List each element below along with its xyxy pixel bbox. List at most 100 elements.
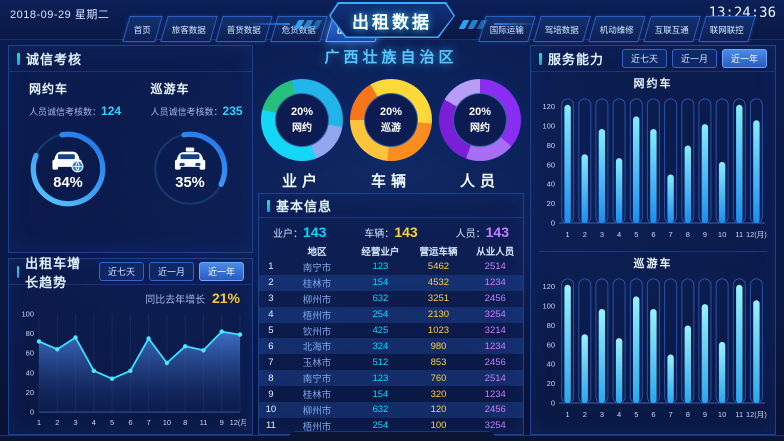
range-last-month[interactable]: 近一月	[671, 49, 717, 68]
range-last-month[interactable]: 近一月	[148, 262, 194, 281]
svg-text:5: 5	[110, 418, 114, 427]
tab-vehicle-maintenance[interactable]: 机动维修	[588, 16, 646, 42]
svg-text:9: 9	[703, 230, 707, 239]
svg-text:11: 11	[735, 410, 743, 419]
cell-staff: 1234	[484, 277, 506, 289]
service-capability-panel: 服务能力 近七天 近一月 近一年 网约车 0 20 40 60 80 100 120 1 2 3 4 5 6…	[530, 45, 776, 435]
cell-city: 梧州市	[302, 421, 332, 433]
gauge-percent-label: 35%	[175, 175, 204, 191]
svg-text:80: 80	[547, 321, 555, 330]
data-point	[128, 368, 133, 373]
cell-staff: 2456	[484, 404, 506, 416]
page-title: 出租数据	[352, 12, 432, 32]
cell-staff: 2456	[484, 356, 506, 368]
panel-accent-bar	[539, 52, 542, 65]
panel-accent-bar	[267, 199, 270, 212]
data-point	[91, 368, 97, 373]
cell-vehicles: 853	[430, 356, 447, 368]
header-deco-line-right	[494, 23, 536, 25]
tab-label: 驾培数据	[544, 25, 579, 35]
integrity-metric: 人员诚信考核数：235	[151, 104, 253, 118]
svg-text:60: 60	[547, 160, 555, 169]
integrity-group-cruising-taxi: 巡游车 人员诚信考核数：235 35%	[131, 72, 253, 210]
bar-track	[595, 278, 609, 404]
svg-text:60: 60	[547, 340, 555, 349]
gauge-percent-label: 84%	[53, 175, 82, 191]
tab-home[interactable]: 首页	[122, 16, 163, 42]
bar-track	[595, 98, 609, 224]
growth-panel-title: 出租车增长趋势	[25, 255, 82, 290]
tab-passenger-data[interactable]: 旅客数据	[160, 16, 218, 42]
svg-text:120: 120	[542, 102, 555, 111]
tab-driver-training-data[interactable]: 驾培数据	[533, 16, 591, 42]
data-point	[237, 332, 243, 337]
table-row: 1 南宁市 123 5462 2514	[259, 259, 523, 275]
bar	[718, 341, 726, 403]
panel-header: 服务能力 近七天 近一月 近一年	[531, 46, 775, 72]
header-cell: 经营业户	[361, 246, 400, 258]
integrity-assessment-panel: 诚信考核 网约车 人员诚信考核数：124 84% 巡游车 人员诚信考核数：235 3…	[8, 45, 253, 253]
cell-city: 梧州市	[302, 310, 332, 322]
tab-interconnection[interactable]: 互联互通	[643, 16, 701, 42]
svg-text:1: 1	[566, 230, 570, 239]
ride-hailing-chart-title: 网约车	[633, 78, 673, 90]
cell-rank: 5	[268, 325, 274, 336]
bar-track	[681, 98, 695, 224]
tab-network-monitoring[interactable]: 联网联控	[698, 16, 756, 42]
bar-track	[698, 278, 712, 404]
ride-hailing-bar-chart-container: 0 20 40 60 80 100 120 1 2 3 4 5 6 7 8 9 10 11 12(月)	[531, 91, 775, 248]
cell-rank: 1	[268, 261, 274, 273]
cell-city: 玉林市	[302, 358, 332, 370]
svg-text:3: 3	[600, 230, 604, 239]
cruising-taxi-chart-title: 巡游车	[633, 258, 673, 270]
bar-track	[612, 278, 626, 404]
svg-text:5: 5	[634, 230, 638, 239]
donut-vehicles: 20% 巡游	[350, 79, 432, 161]
cell-operators: 632	[372, 404, 389, 416]
cell-staff: 2514	[484, 372, 506, 384]
cruising-taxi-bar-chart-container: 0 20 40 60 80 100 120 1 2 3 4 5 6 7 8 9 10 11 12(月)	[531, 271, 775, 428]
donut-category-label: 车辆	[370, 173, 411, 190]
cell-rank: 2	[268, 277, 274, 289]
table-row: 2 桂林市 154 4532 1234	[259, 274, 523, 291]
cell-vehicles: 120	[430, 404, 447, 416]
svg-text:60: 60	[26, 349, 34, 358]
svg-text:100: 100	[21, 310, 34, 319]
footer-notch-decoration	[282, 431, 502, 441]
cell-staff: 1234	[484, 388, 506, 400]
bar-track	[664, 278, 678, 404]
svg-text:0: 0	[551, 399, 555, 408]
percentage-gauge: 84%	[30, 131, 106, 207]
svg-text:80: 80	[26, 329, 34, 338]
svg-text:10: 10	[163, 418, 171, 427]
bar-track	[629, 278, 643, 404]
table-row: 5 钦州市 425 1023 3214	[259, 323, 523, 339]
range-last-7-days[interactable]: 近七天	[621, 49, 667, 68]
vehicle-type-label: 网约车	[29, 82, 69, 96]
svg-text:9: 9	[220, 418, 224, 427]
bar	[598, 309, 606, 403]
cell-city: 钦州市	[302, 326, 332, 338]
cell-rank: 9	[268, 388, 274, 400]
svg-text:12(月): 12(月)	[746, 410, 767, 419]
range-last-7-days[interactable]: 近七天	[98, 262, 144, 281]
bar-track	[732, 98, 746, 224]
range-last-year[interactable]: 近一年	[721, 49, 767, 68]
cell-operators: 123	[372, 261, 389, 273]
svg-text:1: 1	[566, 410, 570, 419]
range-last-year[interactable]: 近一年	[198, 262, 244, 281]
svg-text:7: 7	[669, 230, 673, 239]
donut-center-text: 巡游	[381, 123, 401, 134]
integrity-group-ride-hailing: 网约车 人员诚信考核数：124 84%	[9, 72, 131, 210]
data-point	[146, 336, 151, 341]
bar-track	[578, 278, 592, 404]
date-label: 2018-09-29 星期二	[10, 9, 110, 21]
table-header-row: 地区 经营业户 营运车辆 从业人员	[259, 242, 523, 259]
cell-vehicles: 2130	[427, 309, 450, 321]
center-column: 广西壮族自治区 20% 网约 业户 20% 巡游 车辆 20% 网约 人员	[258, 40, 524, 435]
tab-label: 旅客数据	[171, 25, 206, 35]
bar	[684, 145, 691, 223]
tab-label: 首页	[133, 25, 151, 35]
svg-text:2: 2	[55, 418, 59, 427]
donut-personnel-wrap: 20% 网约 人员	[438, 79, 522, 191]
